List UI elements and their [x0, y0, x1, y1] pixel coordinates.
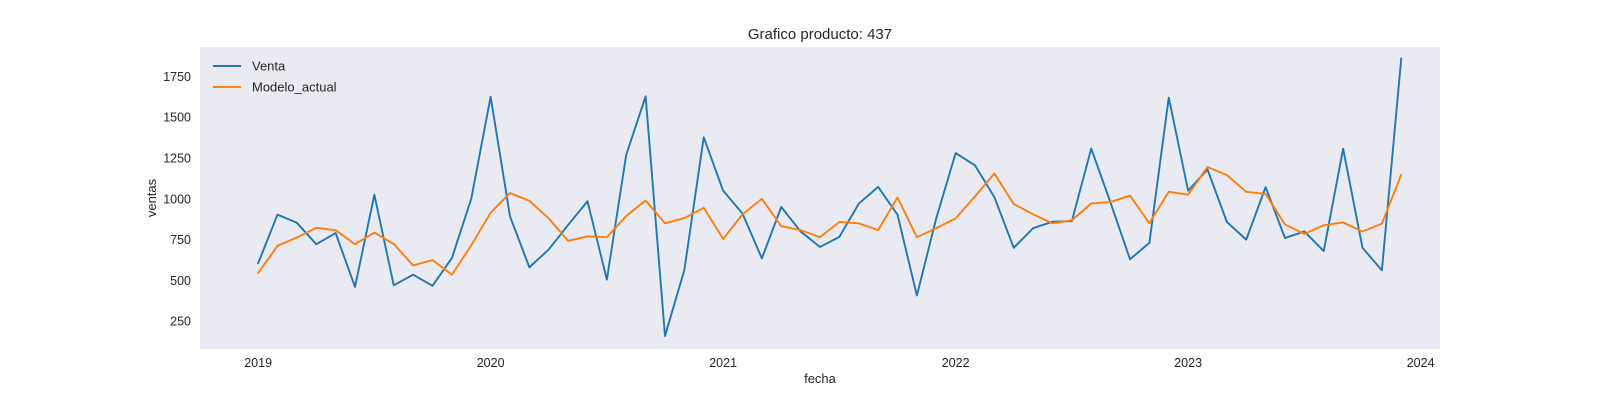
- y-tick-label: 1250: [163, 152, 191, 166]
- x-tick-label: 2019: [244, 356, 272, 370]
- y-tick-labels: 250 500 750 1000 1250 1500 1750: [163, 70, 191, 329]
- plot-background: [200, 47, 1440, 349]
- x-tick-label: 2023: [1174, 356, 1202, 370]
- legend-label: Modelo_actual: [252, 80, 337, 95]
- x-tick-label: 2020: [477, 356, 505, 370]
- y-axis-label: ventas: [144, 178, 159, 217]
- y-tick-label: 1000: [163, 192, 191, 206]
- legend-label: Venta: [252, 59, 286, 74]
- y-tick-label: 500: [170, 274, 191, 288]
- x-tick-label: 2021: [709, 356, 737, 370]
- x-axis-label: fecha: [804, 371, 837, 386]
- y-tick-label: 1500: [163, 111, 191, 125]
- x-tick-label: 2022: [942, 356, 970, 370]
- chart-title: Grafico producto: 437: [748, 26, 892, 43]
- series-line-modelo-actual: [257, 166, 1403, 276]
- series-lines: [257, 57, 1403, 337]
- series-line-venta: [257, 57, 1403, 337]
- x-tick-label: 2024: [1407, 356, 1435, 370]
- y-tick-label: 250: [170, 315, 191, 329]
- x-tick-labels: 2019 2020 2021 2022 2023 2024: [244, 356, 1434, 370]
- y-tick-label: 750: [170, 233, 191, 247]
- legend: Venta Modelo_actual: [213, 59, 337, 95]
- y-tick-label: 1750: [163, 70, 191, 84]
